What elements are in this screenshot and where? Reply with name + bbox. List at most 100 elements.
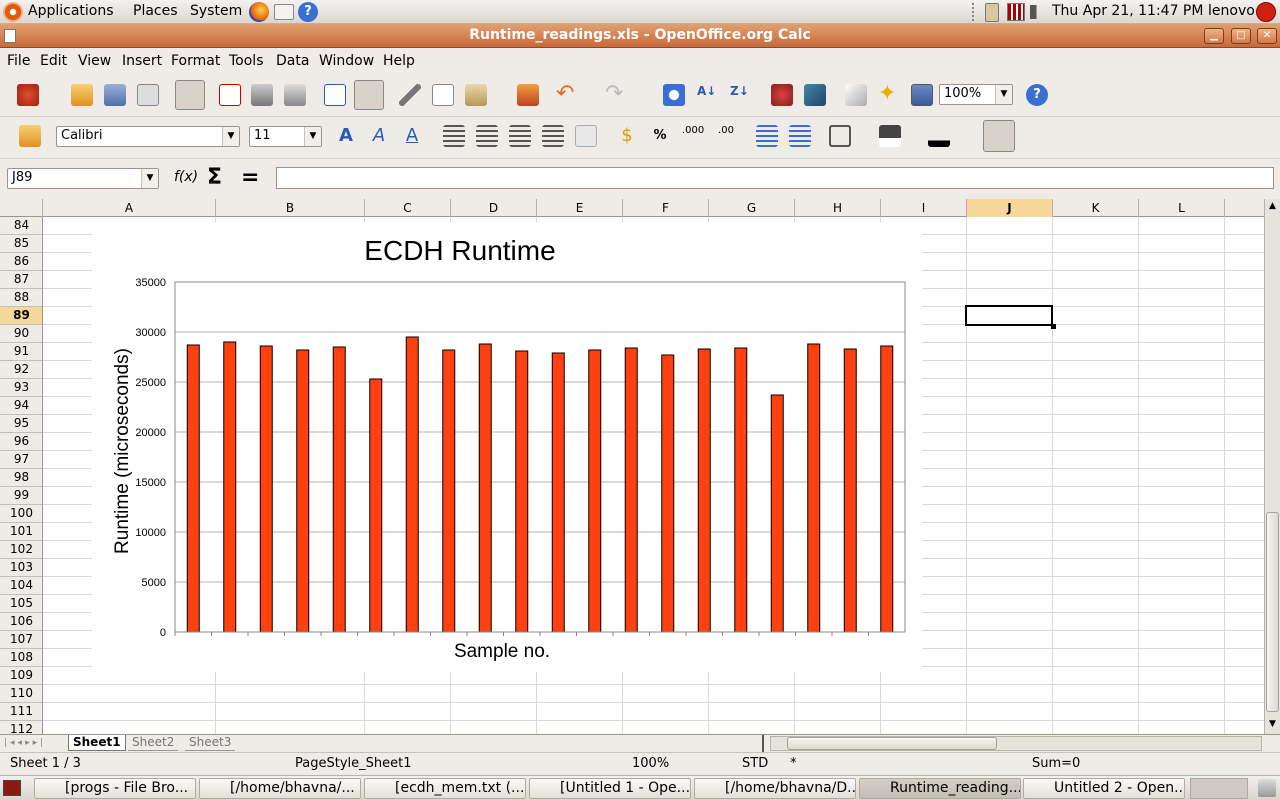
menu-help[interactable]: Help [383, 53, 415, 69]
row-header-107[interactable]: 107 [0, 631, 42, 649]
decrease-indent-icon[interactable] [756, 125, 778, 147]
save-icon[interactable] [104, 84, 126, 106]
borders-icon[interactable] [829, 125, 851, 147]
row-header-103[interactable]: 103 [0, 559, 42, 577]
row-header-95[interactable]: 95 [0, 415, 42, 433]
new-document-icon[interactable] [17, 84, 39, 106]
line-style-icon[interactable] [879, 125, 901, 147]
power-icon[interactable] [1256, 2, 1276, 22]
places-menu[interactable]: Places [133, 3, 178, 19]
row-header-109[interactable]: 109 [0, 667, 42, 685]
column-header-g[interactable]: G [709, 199, 795, 217]
row-header-89[interactable]: 89 [0, 307, 42, 325]
close-button[interactable]: ✕ [1257, 28, 1277, 44]
chart-bar[interactable] [843, 348, 857, 633]
show-draw-functions-icon[interactable] [804, 84, 826, 106]
tab-navigation-icon[interactable]: |◂◂▸▸| [4, 738, 47, 748]
chart-bar[interactable] [551, 352, 565, 633]
chevron-down-icon[interactable]: ▼ [304, 127, 321, 146]
column-header-i[interactable]: I [881, 199, 967, 217]
firefox-icon[interactable] [249, 2, 269, 22]
select-all-corner[interactable] [0, 199, 43, 217]
menu-format[interactable]: Format [171, 53, 221, 69]
row-header-102[interactable]: 102 [0, 541, 42, 559]
font-name-combobox[interactable]: Calibri ▼ [56, 126, 240, 147]
row-header-108[interactable]: 108 [0, 649, 42, 667]
mail-icon[interactable] [274, 4, 294, 20]
align-right-icon[interactable] [509, 125, 531, 147]
menu-window[interactable]: Window [319, 53, 375, 69]
chart-bar[interactable] [332, 346, 346, 633]
chart-bar[interactable] [880, 345, 894, 633]
format-paintbrush-icon[interactable] [517, 84, 539, 106]
tab-splitter[interactable] [762, 735, 767, 752]
battery-icon[interactable] [985, 3, 999, 22]
chart-bar[interactable] [259, 345, 273, 633]
row-header-106[interactable]: 106 [0, 613, 42, 631]
sort-descending-icon[interactable]: Z↓ [730, 84, 749, 98]
column-header-b[interactable]: B [216, 199, 365, 217]
ecdh-runtime-chart[interactable]: ECDH Runtime Runtime (microseconds) Samp… [92, 222, 922, 672]
status-zoom[interactable]: 100% [632, 756, 670, 771]
name-box[interactable]: J89 ▼ [7, 168, 159, 189]
user-name[interactable]: lenovo [1208, 3, 1255, 19]
chart-bar[interactable] [369, 378, 383, 633]
underline-icon[interactable]: A [405, 125, 419, 146]
status-page-style[interactable]: PageStyle_Sheet1 [295, 756, 412, 771]
formula-input[interactable] [276, 167, 1274, 189]
row-header-94[interactable]: 94 [0, 397, 42, 415]
maximize-button[interactable]: □ [1231, 28, 1251, 44]
menu-file[interactable]: File [7, 53, 31, 69]
column-header-f[interactable]: F [623, 199, 709, 217]
chart-bar[interactable] [734, 347, 748, 633]
vertical-scrollbar[interactable]: ▲ ▼ [1264, 199, 1280, 734]
column-header-k[interactable]: K [1053, 199, 1139, 217]
column-header-a[interactable]: A [43, 199, 216, 217]
print-icon[interactable] [251, 84, 273, 106]
chevron-down-icon[interactable]: ▼ [222, 127, 239, 146]
row-header-105[interactable]: 105 [0, 595, 42, 613]
gallery-icon[interactable] [911, 84, 933, 106]
row-header-104[interactable]: 104 [0, 577, 42, 595]
sum-icon[interactable]: Σ [207, 165, 223, 190]
help-icon[interactable]: ? [298, 2, 318, 22]
function-wizard-icon[interactable]: f(x) [174, 169, 199, 185]
row-header-96[interactable]: 96 [0, 433, 42, 451]
chart-bar[interactable] [770, 394, 784, 633]
merge-cells-icon[interactable] [575, 125, 597, 147]
network-icon[interactable] [1007, 3, 1025, 21]
column-header-j[interactable]: J [967, 199, 1053, 217]
styles-formatting-icon[interactable] [19, 125, 41, 147]
undo-icon[interactable]: ↶ [556, 81, 575, 106]
formula-icon[interactable]: = [241, 165, 260, 190]
row-header-111[interactable]: 111 [0, 703, 42, 721]
italic-icon[interactable]: A [372, 125, 386, 146]
chart-bar[interactable] [807, 343, 821, 633]
increase-indent-icon[interactable] [789, 125, 811, 147]
calc-doc-icon[interactable] [4, 29, 16, 43]
status-mode[interactable]: STD [742, 756, 769, 771]
row-header-85[interactable]: 85 [0, 235, 42, 253]
copy-icon[interactable] [432, 84, 454, 106]
row-header-93[interactable]: 93 [0, 379, 42, 397]
row-header-86[interactable]: 86 [0, 253, 42, 271]
sort-ascending-icon[interactable]: A↓ [697, 84, 717, 98]
row-header-99[interactable]: 99 [0, 487, 42, 505]
justify-icon[interactable] [542, 125, 564, 147]
tab-sheet3[interactable]: Sheet3 [185, 735, 236, 751]
font-size-combobox[interactable]: 11 ▼ [249, 126, 322, 147]
currency-icon[interactable]: $ [621, 125, 633, 146]
decimal-icon[interactable]: .00 [718, 125, 734, 136]
system-menu[interactable]: System [190, 3, 243, 19]
row-header-112[interactable]: 112 [0, 721, 42, 734]
clock[interactable]: Thu Apr 21, 11:47 PM [1052, 3, 1204, 19]
horizontal-scroll-thumb[interactable] [787, 737, 997, 750]
edit-file-icon[interactable] [175, 80, 205, 110]
column-header-l[interactable]: L [1139, 199, 1225, 217]
row-header-91[interactable]: 91 [0, 343, 42, 361]
hyperlink-icon[interactable] [663, 84, 685, 106]
task-ecdh-mem[interactable]: [ecdh_mem.txt (... [364, 778, 526, 799]
minimize-button[interactable]: ▁ [1204, 28, 1224, 44]
menu-view[interactable]: View [78, 53, 112, 69]
chart-bar[interactable] [697, 348, 711, 633]
